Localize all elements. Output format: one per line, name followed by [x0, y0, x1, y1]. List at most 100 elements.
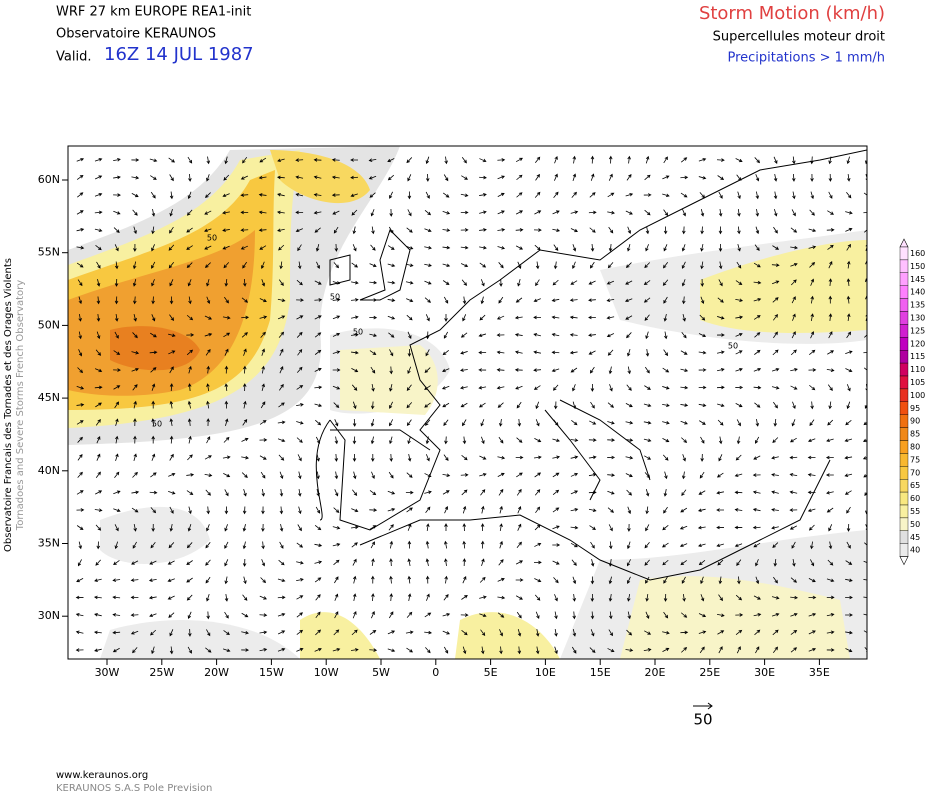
wind-arrow [534, 438, 542, 443]
wind-arrow [460, 263, 469, 268]
wind-arrow [737, 208, 741, 217]
wind-arrow [168, 490, 176, 495]
colorbar-label: 45 [910, 533, 920, 542]
wind-arrow [76, 157, 85, 162]
wind-arrow [279, 541, 284, 549]
colorbar-label: 90 [910, 417, 920, 426]
wind-arrow [95, 559, 101, 566]
wind-arrow [625, 473, 633, 478]
wind-arrow [113, 490, 121, 495]
wind-arrow [572, 401, 577, 410]
wind-arrow [645, 348, 650, 357]
wind-arrow [663, 349, 669, 357]
colorbar-cell [899, 246, 909, 261]
coast-europe [329, 149, 867, 531]
wind-arrow [736, 559, 742, 567]
colorbar-cell [899, 517, 909, 532]
wind-arrow [844, 473, 853, 477]
wind-arrow [496, 333, 505, 337]
wind-arrow [514, 315, 523, 320]
wind-arrow [810, 173, 814, 182]
reference-label: 50 [693, 711, 712, 729]
wind-arrow [588, 350, 596, 355]
wind-arrow [552, 210, 560, 215]
wind-arrow [479, 595, 487, 599]
wind-arrow [167, 595, 175, 600]
wind-arrow [828, 541, 833, 550]
wind-arrow [846, 260, 851, 269]
wind-arrow [78, 296, 83, 305]
wind-arrow [497, 455, 506, 460]
field-north [270, 150, 370, 204]
wind-arrow [626, 332, 632, 339]
wind-arrow [807, 455, 816, 460]
field-east [700, 240, 867, 333]
wind-arrow [771, 263, 780, 267]
colorbar-label: 75 [910, 455, 920, 464]
wind-arrow [626, 541, 631, 550]
wind-arrow [460, 385, 468, 390]
wind-arrow [515, 157, 523, 163]
wind-arrow [389, 436, 393, 445]
wind-arrow [808, 578, 816, 583]
wind-arrow [735, 403, 743, 408]
wind-arrow [222, 193, 230, 198]
wind-arrow [130, 595, 139, 600]
wind-arrow [314, 298, 323, 302]
wind-arrow [279, 471, 284, 480]
wind-arrow [517, 279, 521, 287]
wind-arrow [168, 244, 175, 251]
wind-arrow [773, 401, 778, 409]
source: Observatoire KERAUNOS [56, 27, 216, 42]
wind-arrow [444, 156, 448, 165]
wind-arrow [589, 647, 596, 654]
wind-arrow [481, 436, 485, 445]
wind-arrow [608, 524, 613, 532]
wind-arrow [389, 558, 393, 567]
wind-arrow [588, 438, 597, 442]
wind-arrow [168, 350, 176, 355]
lat-label: 45N [38, 391, 60, 404]
wind-arrow [460, 613, 469, 617]
wind-arrow [186, 333, 195, 337]
wind-arrow [132, 279, 137, 287]
wind-arrow [94, 613, 102, 617]
wind-arrow [352, 418, 357, 427]
wind-arrow [627, 366, 631, 375]
wind-arrow [589, 366, 595, 374]
wind-arrow [76, 578, 84, 583]
wind-arrow [224, 383, 229, 392]
wind-arrow [186, 314, 194, 321]
wind-arrow [151, 435, 155, 444]
wind-arrow [535, 279, 540, 287]
wind-arrow [716, 368, 725, 372]
wind-arrow [808, 595, 817, 600]
wind-arrow [94, 175, 103, 180]
wind-arrow [370, 419, 375, 427]
wind-arrow [96, 279, 101, 287]
colorbar-cell [899, 440, 909, 454]
wind-arrow [643, 297, 651, 303]
wind-arrow [626, 384, 632, 391]
wind-arrow [186, 577, 193, 583]
lat-label: 55N [38, 246, 60, 259]
wind-arrow [825, 473, 834, 477]
wind-arrow [588, 473, 597, 477]
wind-arrow [682, 226, 686, 235]
wind-arrow [279, 261, 283, 270]
wind-arrow [224, 559, 229, 567]
wind-arrow [590, 611, 595, 620]
wind-arrow [718, 576, 723, 585]
wind-arrow [846, 506, 851, 514]
wind-arrow [151, 261, 156, 269]
wind-arrow [607, 210, 615, 215]
wind-arrow [517, 629, 522, 637]
wind-arrow [551, 368, 560, 373]
wind-arrow [332, 315, 341, 320]
model: WRF 27 km EUROPE REA1-init [56, 5, 251, 20]
wind-arrow [698, 543, 706, 548]
wind-arrow [625, 403, 633, 408]
wind-arrow [350, 333, 359, 337]
wind-arrow [498, 436, 504, 444]
wind-arrow [112, 647, 120, 653]
